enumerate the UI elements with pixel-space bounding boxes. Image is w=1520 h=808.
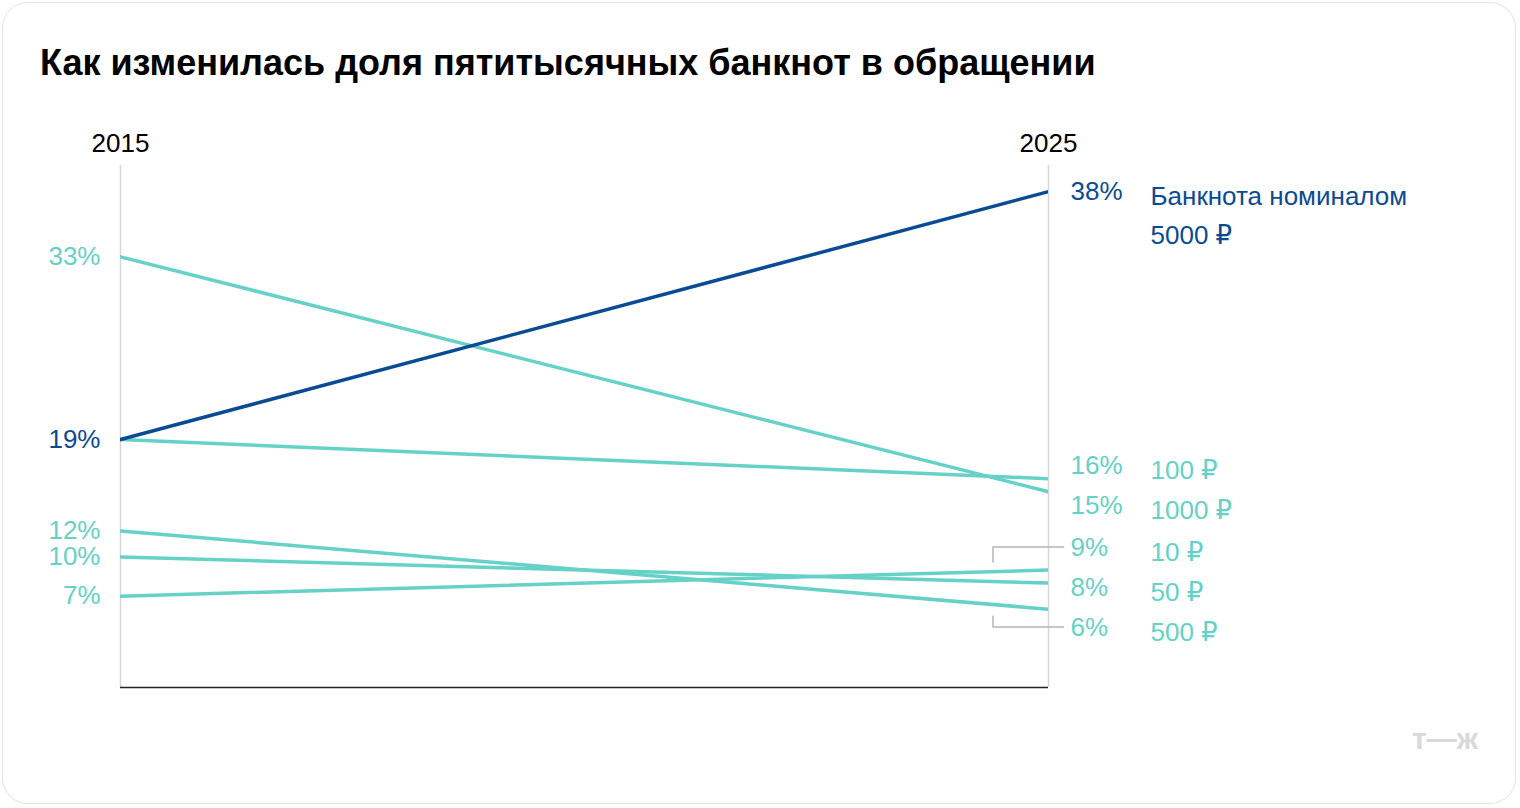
svg-text:19%: 19%: [48, 424, 100, 454]
svg-text:7%: 7%: [63, 580, 101, 610]
svg-text:2025: 2025: [1020, 128, 1078, 158]
svg-text:1000 ₽: 1000 ₽: [1151, 495, 1233, 525]
svg-text:Банкнота номиналом5000 ₽: Банкнота номиналом5000 ₽: [1151, 181, 1408, 250]
svg-text:2015: 2015: [92, 128, 150, 158]
svg-text:6%: 6%: [1071, 612, 1109, 642]
svg-text:8%: 8%: [1071, 572, 1109, 602]
svg-text:10%: 10%: [48, 541, 100, 571]
svg-text:50 ₽: 50 ₽: [1151, 577, 1204, 607]
svg-text:15%: 15%: [1071, 490, 1123, 520]
svg-text:33%: 33%: [48, 241, 100, 271]
svg-text:10 ₽: 10 ₽: [1151, 537, 1204, 567]
svg-text:12%: 12%: [48, 515, 100, 545]
svg-text:100 ₽: 100 ₽: [1151, 455, 1218, 485]
svg-text:500 ₽: 500 ₽: [1151, 617, 1218, 647]
svg-text:16%: 16%: [1071, 450, 1123, 480]
html-text:Как изменилась доля пятитысячн: Как изменилась доля пятитысячных банкнот…: [40, 42, 1096, 83]
html-text:т—ж: т—ж: [1412, 722, 1478, 755]
svg-text:9%: 9%: [1071, 532, 1109, 562]
svg-text:38%: 38%: [1071, 176, 1123, 206]
